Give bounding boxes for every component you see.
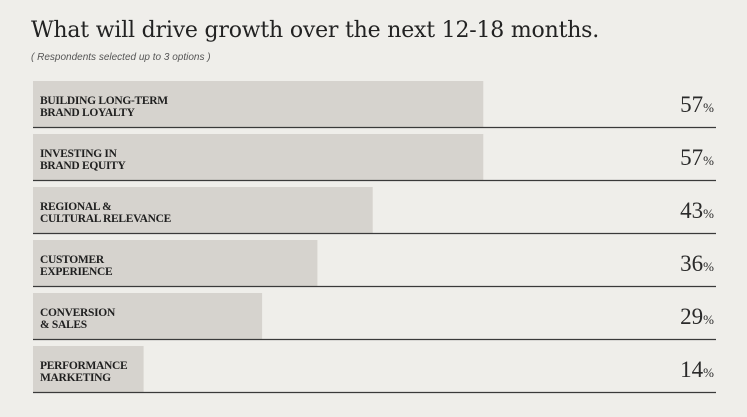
bar-label-line: BRAND EQUITY — [40, 160, 127, 172]
value-unit: % — [703, 312, 714, 327]
bar-label: BUILDING LONG-TERM BRAND LOYALTY — [40, 95, 168, 119]
bar-label: PERFORMANCE MARKETING — [40, 360, 128, 384]
bar-label-line: EXPERIENCE — [40, 266, 113, 278]
bar-label-line: MARKETING — [40, 372, 111, 384]
bar-label: CONVERSION & SALES — [40, 307, 116, 331]
bar-value-label: 14% — [680, 357, 714, 382]
value-unit: % — [703, 153, 714, 168]
bar-value-label: 36% — [680, 251, 714, 276]
value-number: 29 — [680, 304, 703, 329]
bar-row: INVESTING IN BRAND EQUITY 57% — [33, 134, 716, 182]
bar-label: REGIONAL & CULTURAL RELEVANCE — [40, 201, 172, 225]
bar-label-line: BRAND LOYALTY — [40, 107, 136, 119]
value-unit: % — [703, 100, 714, 115]
value-unit: % — [703, 365, 714, 380]
value-number: 36 — [680, 251, 703, 276]
bar-value-label: 57% — [680, 92, 714, 117]
bar-value-label: 29% — [680, 304, 714, 329]
bar-label-line: CULTURAL RELEVANCE — [40, 213, 172, 225]
bar — [33, 346, 144, 392]
bar-row: REGIONAL & CULTURAL RELEVANCE 43% — [33, 187, 716, 235]
bar-label-line: CUSTOMER — [40, 254, 105, 266]
bar — [33, 187, 373, 233]
bar-row: CONVERSION & SALES 29% — [33, 293, 716, 341]
bar-label-line: & SALES — [40, 319, 87, 331]
bar-value-label: 57% — [680, 145, 714, 170]
bar-label: INVESTING IN BRAND EQUITY — [40, 148, 127, 172]
bar-value-label: 43% — [680, 198, 714, 223]
bar-label: CUSTOMER EXPERIENCE — [40, 254, 113, 278]
chart-title: What will drive growth over the next 12-… — [31, 18, 600, 43]
bar-label-line: BUILDING LONG-TERM — [40, 95, 168, 107]
bar-label-line: INVESTING IN — [40, 148, 118, 160]
bar — [33, 134, 484, 180]
value-unit: % — [703, 206, 714, 221]
bar-label-line: PERFORMANCE — [40, 360, 128, 372]
value-number: 14 — [680, 357, 704, 382]
bar-row: PERFORMANCE MARKETING 14% — [33, 346, 716, 394]
value-unit: % — [703, 259, 714, 274]
bar-row: CUSTOMER EXPERIENCE 36% — [33, 240, 716, 288]
bar — [33, 81, 484, 127]
bar-row: BUILDING LONG-TERM BRAND LOYALTY 57% — [33, 81, 716, 129]
value-number: 57 — [680, 92, 703, 117]
value-number: 57 — [680, 145, 703, 170]
chart-subtitle: ( Respondents selected up to 3 options ) — [31, 52, 211, 63]
value-number: 43 — [680, 198, 703, 223]
bar-label-line: CONVERSION — [40, 307, 116, 319]
bar — [33, 293, 263, 339]
bar — [33, 240, 318, 286]
bar-label-line: REGIONAL & — [40, 201, 112, 213]
